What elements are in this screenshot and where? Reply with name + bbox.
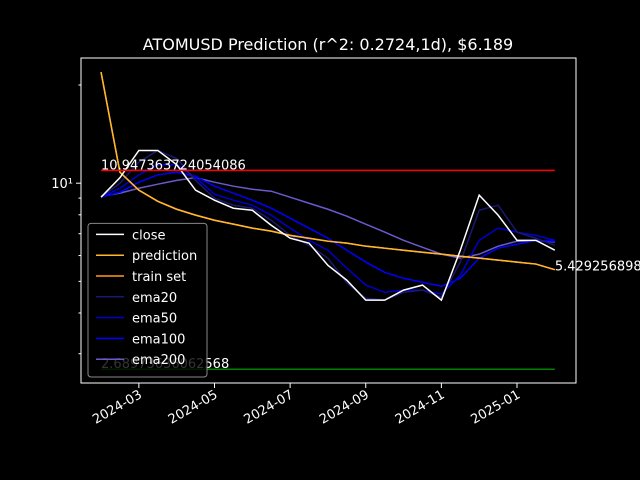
legend-label: close bbox=[132, 228, 165, 243]
x-tick-label: 2024-07 bbox=[242, 387, 297, 427]
legend-label: train set bbox=[132, 270, 186, 285]
annotation: 5.429256898 bbox=[555, 260, 640, 275]
x-tick-label: 2025-01 bbox=[468, 387, 523, 427]
x-tick-label: 2024-09 bbox=[317, 387, 372, 427]
legend-label: ema20 bbox=[132, 291, 177, 306]
axes-frame bbox=[80, 57, 577, 384]
x-tick-label: 2024-11 bbox=[393, 387, 448, 427]
series-line bbox=[100, 149, 556, 301]
x-tick-label: 2024-05 bbox=[166, 387, 221, 427]
legend-label: ema200 bbox=[132, 353, 185, 368]
series-line bbox=[100, 149, 556, 302]
legend-label: ema100 bbox=[132, 332, 185, 347]
legend-label: ema50 bbox=[132, 312, 177, 327]
series-line bbox=[100, 176, 555, 259]
chart-title: ATOMUSD Prediction (r^2: 0.2724,1d), $6.… bbox=[143, 35, 513, 54]
legend-label: prediction bbox=[132, 249, 197, 264]
plot bbox=[100, 72, 556, 302]
x-tick-label: 2024-03 bbox=[90, 387, 145, 427]
h-line-label: 10.947363724054086 bbox=[101, 158, 246, 173]
y-tick-label: 10¹ bbox=[51, 177, 73, 192]
series-line bbox=[100, 72, 556, 271]
